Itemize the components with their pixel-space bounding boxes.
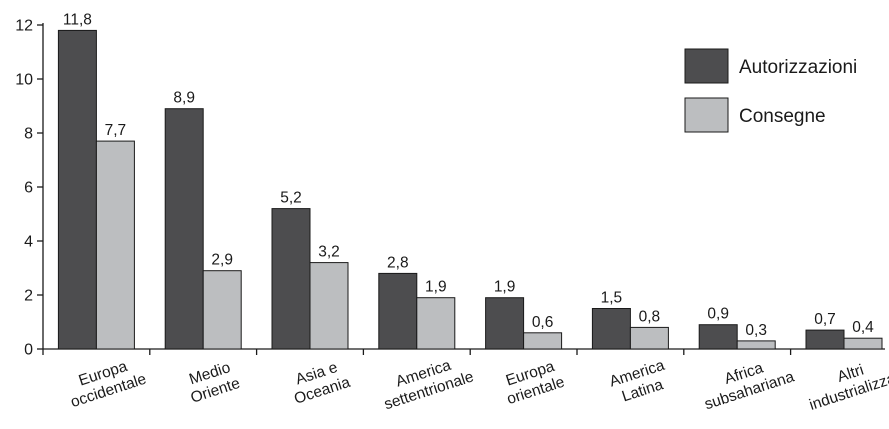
value-label: 0,9	[707, 306, 729, 323]
bar-consegne	[523, 332, 563, 350]
y-tick-label: 10	[15, 72, 33, 89]
y-axis: 0 2 4 6 8 10 12	[15, 18, 44, 359]
bar-autorizzazioni	[698, 324, 738, 350]
svg-text:Asia eOceania: Asia eOceania	[287, 357, 353, 408]
bar-consegne	[629, 326, 669, 350]
value-label: 0,4	[852, 319, 874, 336]
svg-text:Africasubsahariana: Africasubsahariana	[697, 351, 797, 413]
bar-consegne	[416, 297, 456, 350]
value-label: 0,7	[814, 311, 836, 328]
category-label: Altriindustrializzati	[802, 351, 889, 414]
value-label: 1,9	[425, 279, 447, 296]
y-tick-label: 12	[15, 18, 33, 35]
bar-autorizzazioni	[57, 29, 97, 350]
value-label: 0,3	[745, 322, 767, 339]
category-label: Europaoccidentale	[63, 354, 149, 412]
value-label: 3,2	[318, 244, 340, 261]
legend-label: Autorizzazioni	[739, 57, 857, 78]
legend: Autorizzazioni Consegne	[684, 48, 857, 133]
value-label: 2,9	[211, 252, 233, 269]
bars	[57, 29, 883, 350]
y-tick-label: 2	[24, 288, 33, 305]
value-label: 2,8	[387, 254, 409, 271]
svg-text:AmericaLatina: AmericaLatina	[607, 357, 672, 408]
bar-consegne	[736, 340, 776, 350]
y-tick-label: 8	[24, 126, 33, 143]
svg-text:MedioOriente: MedioOriente	[183, 358, 242, 407]
category-label: Africasubsahariana	[697, 351, 797, 413]
value-labels: 11,8 7,7 8,9 2,9 5,2 3,2 2,8 1,9 1,9 0,6 1,5 0,8 0,9…	[63, 11, 874, 339]
y-tick-label: 6	[24, 180, 33, 197]
legend-swatch	[684, 48, 729, 84]
bar-autorizzazioni	[271, 208, 311, 350]
value-label: 7,7	[105, 122, 127, 139]
y-tick-label: 0	[24, 342, 33, 359]
value-label: 5,2	[280, 190, 302, 207]
bar-autorizzazioni	[805, 329, 845, 350]
bar-consegne	[843, 337, 883, 350]
y-tick-label: 4	[24, 234, 33, 251]
x-axis: Europaoccidentale MedioOriente Asia eOcean…	[42, 348, 889, 414]
value-label: 0,8	[639, 308, 661, 325]
bar-autorizzazioni	[591, 308, 631, 350]
bar-autorizzazioni	[378, 272, 418, 350]
bar-autorizzazioni	[164, 108, 204, 350]
value-label: 11,8	[63, 11, 92, 28]
value-label: 1,5	[601, 290, 623, 307]
value-label: 0,6	[532, 314, 554, 331]
bar-consegne	[202, 270, 242, 350]
category-label: AmericaLatina	[607, 357, 672, 408]
legend-swatch	[684, 97, 729, 133]
category-label: Asia eOceania	[287, 357, 353, 408]
svg-text:Americasettentrionale: Americasettentrionale	[377, 351, 476, 413]
legend-label: Consegne	[739, 106, 826, 127]
value-label: 8,9	[173, 90, 195, 107]
category-label: Americasettentrionale	[377, 351, 476, 414]
category-label: MedioOriente	[183, 358, 242, 407]
svg-text:Altriindustrializzati: Altriindustrializzati	[802, 351, 889, 414]
bar-consegne	[95, 140, 135, 350]
svg-text:Europaorientale: Europaorientale	[499, 356, 566, 408]
bar-consegne	[309, 262, 349, 350]
value-label: 1,9	[494, 279, 516, 296]
bar-autorizzazioni	[485, 297, 525, 350]
category-label: Europaorientale	[499, 356, 567, 408]
svg-text:Europaoccidentale: Europaoccidentale	[63, 354, 148, 412]
